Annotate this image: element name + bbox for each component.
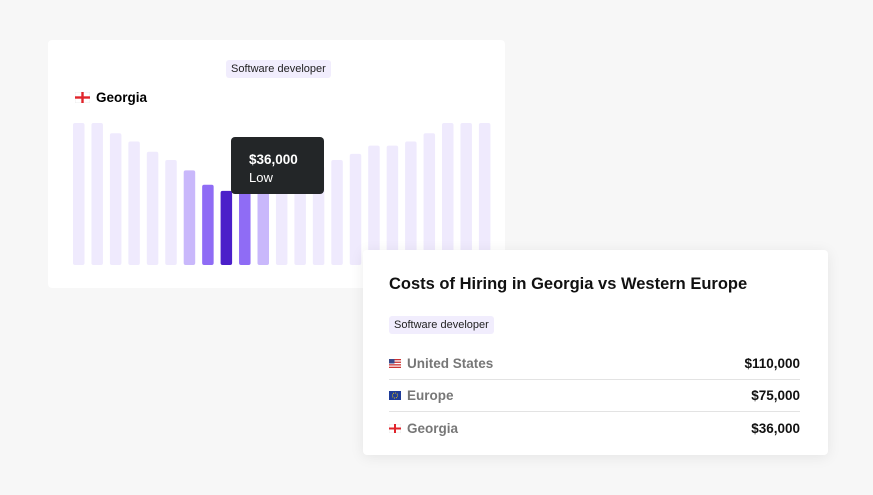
bar [442, 123, 454, 265]
bar [146, 151, 159, 265]
bar [202, 184, 214, 265]
flag-georgia [389, 423, 401, 433]
bar [368, 145, 380, 265]
bar [423, 133, 436, 265]
bar [386, 145, 399, 265]
role-tag: Software developer [389, 316, 494, 334]
bar [405, 141, 417, 265]
bar [331, 160, 343, 265]
chart-card: Software developer Georgia [48, 40, 505, 288]
country: Europe [407, 387, 454, 403]
bar [73, 123, 85, 265]
row: United States $110,000 [389, 347, 800, 380]
bar [294, 174, 306, 265]
country: Georgia [407, 420, 459, 436]
row: Europe $75,000 [389, 379, 800, 412]
amount: $36,000 [751, 420, 800, 436]
tooltip: $36,000 Low [231, 137, 324, 194]
amount: $110,000 [744, 355, 800, 371]
bar [165, 160, 177, 265]
comparison-title: Costs of Hiring in Georgia vs Western Eu… [389, 275, 748, 293]
flag-eu [389, 390, 401, 400]
bar [257, 186, 269, 265]
chart [73, 123, 491, 265]
bar [128, 141, 140, 265]
country-name: Georgia [96, 90, 148, 105]
bar [183, 170, 196, 265]
bar [275, 180, 288, 265]
bar [460, 123, 472, 265]
tooltip-value: $36,000 [249, 152, 298, 167]
country-heading: Georgia [75, 90, 147, 105]
comparison-card: Costs of Hiring in Georgia vs Western Eu… [363, 250, 828, 455]
bar [220, 190, 233, 265]
bar [349, 153, 362, 265]
bar [478, 123, 491, 265]
flag-us [389, 358, 401, 368]
role-tag: Software developer [226, 60, 331, 78]
bar [91, 123, 103, 265]
row: Georgia $36,000 [389, 412, 800, 444]
amount: $75,000 [751, 387, 800, 403]
flag-georgia [75, 92, 90, 103]
bar [239, 184, 251, 265]
country: United States [407, 355, 494, 371]
tooltip-label: Low [249, 170, 273, 185]
bar [109, 133, 122, 265]
